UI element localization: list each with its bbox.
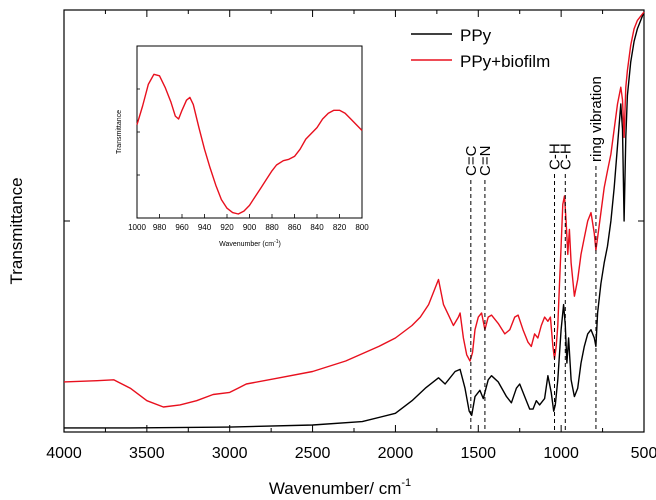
y-axis-ticks bbox=[64, 9, 644, 433]
inset-x-axis-label: Wavenumber (cm-1) bbox=[219, 239, 281, 248]
legend-label-ppy: PPy bbox=[460, 26, 492, 45]
x-tick-label: 4000 bbox=[46, 445, 82, 462]
x-tick-label: 2500 bbox=[295, 445, 331, 462]
inset-x-axis-label-tail: ) bbox=[279, 241, 281, 248]
legend: PPy PPy+biofilm bbox=[411, 26, 550, 71]
annotation-label: C-H bbox=[557, 143, 574, 170]
x-tick-label: 2000 bbox=[378, 445, 414, 462]
inset-x-tick-label: 800 bbox=[355, 223, 369, 232]
x-axis-label: Wavenumber/ cm-1 bbox=[269, 477, 411, 498]
inset-x-tick-label: 920 bbox=[220, 223, 234, 232]
inset-chart: 1000 980 960 940 920 900 880 860 840 820 800 Waven… bbox=[116, 45, 369, 248]
inset-x-ticks: 1000 980 960 940 920 900 880 860 840 820 800 bbox=[128, 214, 369, 232]
inset-x-tick-label: 940 bbox=[198, 223, 212, 232]
annotation-label: C=N bbox=[477, 146, 494, 176]
inset-x-tick-label: 860 bbox=[288, 223, 302, 232]
x-tick-label: 500 bbox=[631, 445, 656, 462]
inset-series-line bbox=[136, 73, 363, 215]
series-line-ppy-biofilm bbox=[63, 11, 645, 408]
annotation-label: ring vibration bbox=[588, 76, 605, 162]
inset-y-ticks bbox=[137, 45, 140, 219]
x-axis-ticks: 4000 3500 3000 2500 2000 1500 1000 500 bbox=[46, 10, 656, 462]
inset-x-tick-label: 960 bbox=[175, 223, 189, 232]
x-tick-label: 3000 bbox=[212, 445, 248, 462]
annotation-label: C=C bbox=[463, 145, 480, 176]
inset-x-axis-label-sup: -1 bbox=[274, 239, 279, 245]
inset-frame bbox=[136, 45, 363, 219]
series-line-ppy bbox=[64, 11, 645, 429]
x-axis-label-sup: -1 bbox=[401, 477, 411, 489]
inset-y-axis-label: Transmittance bbox=[116, 110, 123, 154]
annotation-layer: C=CC=N C-HC-H ring vibration bbox=[463, 76, 605, 432]
legend-label-ppy-biofilm: PPy+biofilm bbox=[460, 52, 550, 71]
main-series-lines bbox=[63, 11, 645, 429]
x-tick-label: 1500 bbox=[460, 445, 496, 462]
inset-x-tick-label: 980 bbox=[153, 223, 167, 232]
y-axis-label: Transmittance bbox=[7, 177, 26, 284]
annotation-label: C-H bbox=[547, 143, 564, 170]
x-tick-label: 1000 bbox=[543, 445, 579, 462]
inset-x-tick-label: 900 bbox=[243, 223, 257, 232]
inset-series-line bbox=[136, 73, 363, 215]
inset-x-tick-label: 880 bbox=[265, 223, 279, 232]
inset-x-tick-label: 1000 bbox=[128, 223, 146, 232]
inset-x-tick-label: 840 bbox=[310, 223, 324, 232]
inset-x-tick-label: 820 bbox=[333, 223, 347, 232]
x-tick-label: 3500 bbox=[129, 445, 165, 462]
